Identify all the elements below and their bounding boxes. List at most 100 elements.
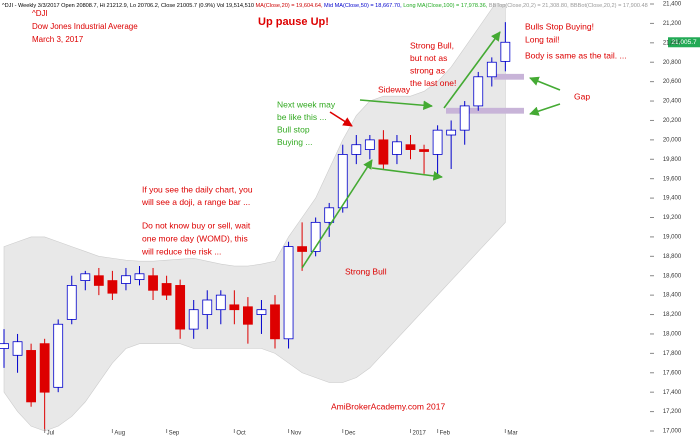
candle-body — [486, 61, 497, 78]
candle-body — [80, 273, 91, 281]
gap-zone — [446, 107, 524, 114]
x-tick-label: Jul — [47, 431, 55, 437]
candle-body — [297, 246, 308, 252]
annotation: the last one! — [410, 78, 456, 88]
header-part: BBTop(Close,20,2) = 21,308.80, — [489, 3, 570, 9]
last-price-box — [668, 37, 700, 48]
title-line: ^DJI — [32, 9, 48, 18]
annotation: will see a doji, a range bar ... — [141, 197, 250, 207]
x-tick-label: 2017 — [413, 431, 427, 437]
candle-body — [0, 343, 9, 349]
arrow — [443, 31, 501, 109]
annotation: strong as — [410, 65, 445, 75]
candle-body — [446, 129, 457, 136]
candle-body — [256, 309, 267, 315]
candle-body — [39, 343, 50, 393]
y-tick-label: 19,800 — [663, 157, 682, 163]
arrow — [529, 103, 561, 116]
annotation: Buying ... — [277, 137, 312, 147]
y-tick-label: 20,000 — [663, 137, 682, 143]
candle-body — [324, 207, 335, 223]
candle-body — [93, 275, 104, 286]
candle-body — [134, 273, 145, 281]
header-part: Mid MA(Close,50) = 18,667.70, — [324, 3, 403, 9]
last-price-label: 21,005.7 — [671, 39, 697, 46]
annotation: AmiBrokerAcademy.com 2017 — [331, 401, 445, 411]
y-tick-label: 17,200 — [663, 409, 682, 415]
candle-body — [405, 144, 416, 150]
candle-body — [459, 105, 470, 131]
annotation: Gap — [574, 91, 590, 101]
y-tick-label: 20,400 — [663, 99, 682, 105]
candle-body — [161, 283, 172, 296]
x-tick-label: Feb — [440, 431, 451, 437]
arrows — [301, 31, 561, 269]
y-tick-label: 19,400 — [663, 196, 682, 202]
y-tick-label: 18,000 — [663, 332, 682, 338]
x-tick-label: Dec — [345, 431, 356, 437]
candle-body — [175, 285, 186, 330]
candle-body — [473, 76, 484, 107]
candle-body — [202, 299, 213, 315]
candle-body — [121, 275, 131, 284]
marks-layer — [0, 3, 700, 433]
candle-body — [148, 275, 158, 291]
y-tick-label: 21,000 — [663, 40, 682, 46]
candle-body — [419, 149, 429, 152]
x-tick-label: Aug — [114, 431, 125, 437]
candle-body — [12, 341, 23, 356]
candle-body — [378, 139, 389, 165]
y-tick-label: 18,400 — [663, 293, 682, 299]
y-tick-label: 17,800 — [663, 351, 682, 357]
annotation: Strong Bull — [345, 266, 387, 276]
header: ^DJI - Weekly 3/3/2017 Open 20808.7, Hi … — [2, 3, 648, 9]
annotation: but not as — [410, 53, 447, 63]
arrow — [301, 159, 373, 269]
y-tick-label: 20,800 — [663, 60, 682, 66]
candle-body — [432, 129, 443, 155]
y-tick-label: 20,600 — [663, 79, 682, 85]
candle-body — [364, 139, 375, 150]
annotation: Strong Bull, — [410, 40, 454, 50]
y-tick-label: 18,800 — [663, 254, 682, 260]
candle-body — [229, 304, 240, 311]
y-tick-label: 17,600 — [663, 370, 682, 376]
y-tick-label: 21,400 — [663, 2, 682, 8]
annotation: Up pause Up! — [258, 16, 329, 28]
annotation: will reduce the risk ... — [141, 246, 221, 256]
arrow — [371, 167, 443, 181]
annotation: Sideway — [378, 84, 411, 94]
header-part: BBBot(Close,20,2) = 17,900.48 — [570, 3, 648, 9]
title-line: March 3, 2017 — [32, 35, 84, 44]
x-tick-label: Mar — [507, 431, 517, 437]
annotation: If you see the daily chart, you — [142, 184, 253, 194]
candle-body — [26, 350, 37, 403]
x-tick-label: Nov — [291, 431, 302, 437]
candle-body — [351, 144, 362, 155]
y-tick-label: 18,200 — [663, 312, 682, 318]
candle-body — [337, 154, 348, 209]
bollinger-band — [3, 4, 506, 431]
candle-body — [242, 306, 253, 325]
y-tick-label: 17,000 — [663, 429, 682, 435]
annotation: Bull stop — [277, 124, 310, 134]
gap-zone — [494, 73, 524, 80]
arrow — [529, 76, 561, 91]
annotation: Body is same as the tail. ... — [525, 50, 627, 60]
y-tick-label: 19,600 — [663, 176, 682, 182]
candle-body — [283, 246, 294, 340]
candle-body — [500, 41, 511, 62]
y-tick-label: 20,200 — [663, 118, 682, 124]
y-tick-label: 18,600 — [663, 273, 682, 279]
candle-body — [310, 221, 321, 252]
header-part: MA(Close,20) = 19,604.64, — [255, 3, 324, 9]
title-line: Dow Jones Industrial Average — [32, 22, 138, 31]
x-tick-label: Sep — [169, 431, 180, 437]
annotation: Bulls Stop Buying! — [525, 21, 594, 31]
annotation: be like this ... — [277, 112, 327, 122]
header-part: Long MA(Close,100) = 17,978.36, — [403, 3, 489, 9]
annotation: Next week may — [277, 99, 336, 109]
candle-body — [215, 294, 226, 311]
annotation: one more day (WOMD), this — [142, 233, 248, 243]
